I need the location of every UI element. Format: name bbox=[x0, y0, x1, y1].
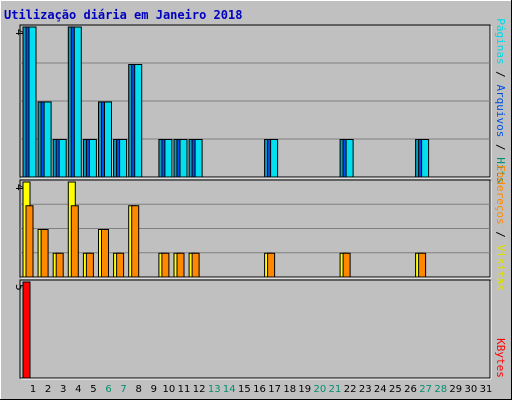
x-tick-label: 5 bbox=[90, 384, 96, 395]
chart-title: Utilização diária em Janeiro 2018 bbox=[4, 8, 242, 22]
bar-hits-páginas bbox=[194, 139, 203, 178]
x-tick-label: 14 bbox=[223, 384, 236, 395]
bar-visits-endereços bbox=[85, 252, 94, 278]
bar-visits-endereços bbox=[342, 252, 351, 278]
panel-max-label: 4 bbox=[13, 184, 26, 191]
x-tick-label: 6 bbox=[105, 384, 111, 395]
x-tick-label: 30 bbox=[465, 384, 478, 395]
bar-hits-páginas bbox=[58, 139, 67, 178]
x-tick-label: 29 bbox=[449, 384, 462, 395]
x-tick-label: 27 bbox=[419, 384, 432, 395]
x-tick-label: 13 bbox=[208, 384, 221, 395]
bar-visits-endereços bbox=[55, 252, 64, 278]
bar-hits-páginas bbox=[179, 139, 188, 178]
bar-visits-endereços bbox=[176, 252, 185, 278]
bar-hits-páginas bbox=[345, 139, 354, 178]
x-tick-label: 2 bbox=[45, 384, 51, 395]
x-tick-label: 17 bbox=[268, 384, 281, 395]
x-tick-label: 1 bbox=[30, 384, 36, 395]
bar-visits-endereços bbox=[101, 229, 109, 278]
bar-kbytes-kbytes bbox=[22, 281, 31, 379]
x-tick-label: 10 bbox=[163, 384, 176, 395]
bar-hits-páginas bbox=[88, 139, 97, 178]
x-tick-label: 11 bbox=[178, 384, 191, 395]
legend-part: Visitas bbox=[494, 245, 507, 291]
legend-hits: Páginas / Arquivos / Hits bbox=[494, 18, 507, 184]
legend-part: Páginas bbox=[494, 18, 507, 64]
bar-hits-páginas bbox=[134, 64, 143, 178]
bar-hits-páginas bbox=[164, 139, 173, 178]
bar-hits-páginas bbox=[104, 101, 112, 178]
bar-hits-páginas bbox=[270, 139, 279, 178]
panel-max-label: 4 bbox=[13, 29, 26, 36]
x-tick-label: 18 bbox=[283, 384, 296, 395]
x-tick-label: 15 bbox=[238, 384, 251, 395]
x-tick-label: 23 bbox=[359, 384, 372, 395]
x-tick-label: 22 bbox=[344, 384, 357, 395]
bar-visits-endereços bbox=[131, 205, 140, 278]
bar-hits-páginas bbox=[43, 101, 52, 178]
bar-hits-páginas bbox=[28, 26, 37, 178]
bar-visits-endereços bbox=[70, 205, 79, 278]
legend-part: / bbox=[494, 137, 507, 157]
legend-kbytes: KBytes bbox=[494, 338, 507, 378]
legend-part: Arquivos bbox=[494, 84, 507, 137]
bar-hits-páginas bbox=[119, 139, 128, 178]
x-tick-label: 19 bbox=[298, 384, 311, 395]
x-tick-label: 28 bbox=[434, 384, 447, 395]
bar-hits-páginas bbox=[421, 139, 430, 178]
bar-visits-endereços bbox=[191, 252, 200, 278]
legend-part: / bbox=[494, 65, 507, 85]
x-tick-label: 31 bbox=[480, 384, 493, 395]
legend-part: Endereços bbox=[494, 165, 507, 225]
x-tick-label: 9 bbox=[151, 384, 157, 395]
panel-frame bbox=[19, 279, 491, 379]
bar-visits-endereços bbox=[40, 229, 49, 278]
legend-visits: Endereços / Visitas bbox=[494, 165, 507, 291]
x-tick-label: 4 bbox=[75, 384, 81, 395]
x-tick-label: 7 bbox=[120, 384, 126, 395]
x-tick-label: 20 bbox=[314, 384, 327, 395]
x-tick-label: 25 bbox=[389, 384, 402, 395]
legend-part: Hits bbox=[494, 157, 507, 184]
x-tick-label: 3 bbox=[60, 384, 66, 395]
panel-max-label: 5 bbox=[13, 284, 26, 291]
bar-visits-endereços bbox=[116, 252, 125, 278]
bar-visits-endereços bbox=[418, 252, 427, 278]
x-tick-label: 24 bbox=[374, 384, 387, 395]
bar-visits-endereços bbox=[267, 252, 276, 278]
x-tick-label: 26 bbox=[404, 384, 417, 395]
bar-visits-endereços bbox=[161, 252, 170, 278]
x-tick-label: 21 bbox=[329, 384, 342, 395]
x-tick-label: 8 bbox=[136, 384, 142, 395]
legend-part: / bbox=[494, 225, 507, 245]
bar-visits-endereços bbox=[25, 205, 34, 278]
bar-hits-páginas bbox=[73, 26, 82, 178]
legend-part: KBytes bbox=[494, 338, 507, 378]
x-tick-label: 12 bbox=[193, 384, 206, 395]
x-tick-label: 16 bbox=[253, 384, 266, 395]
